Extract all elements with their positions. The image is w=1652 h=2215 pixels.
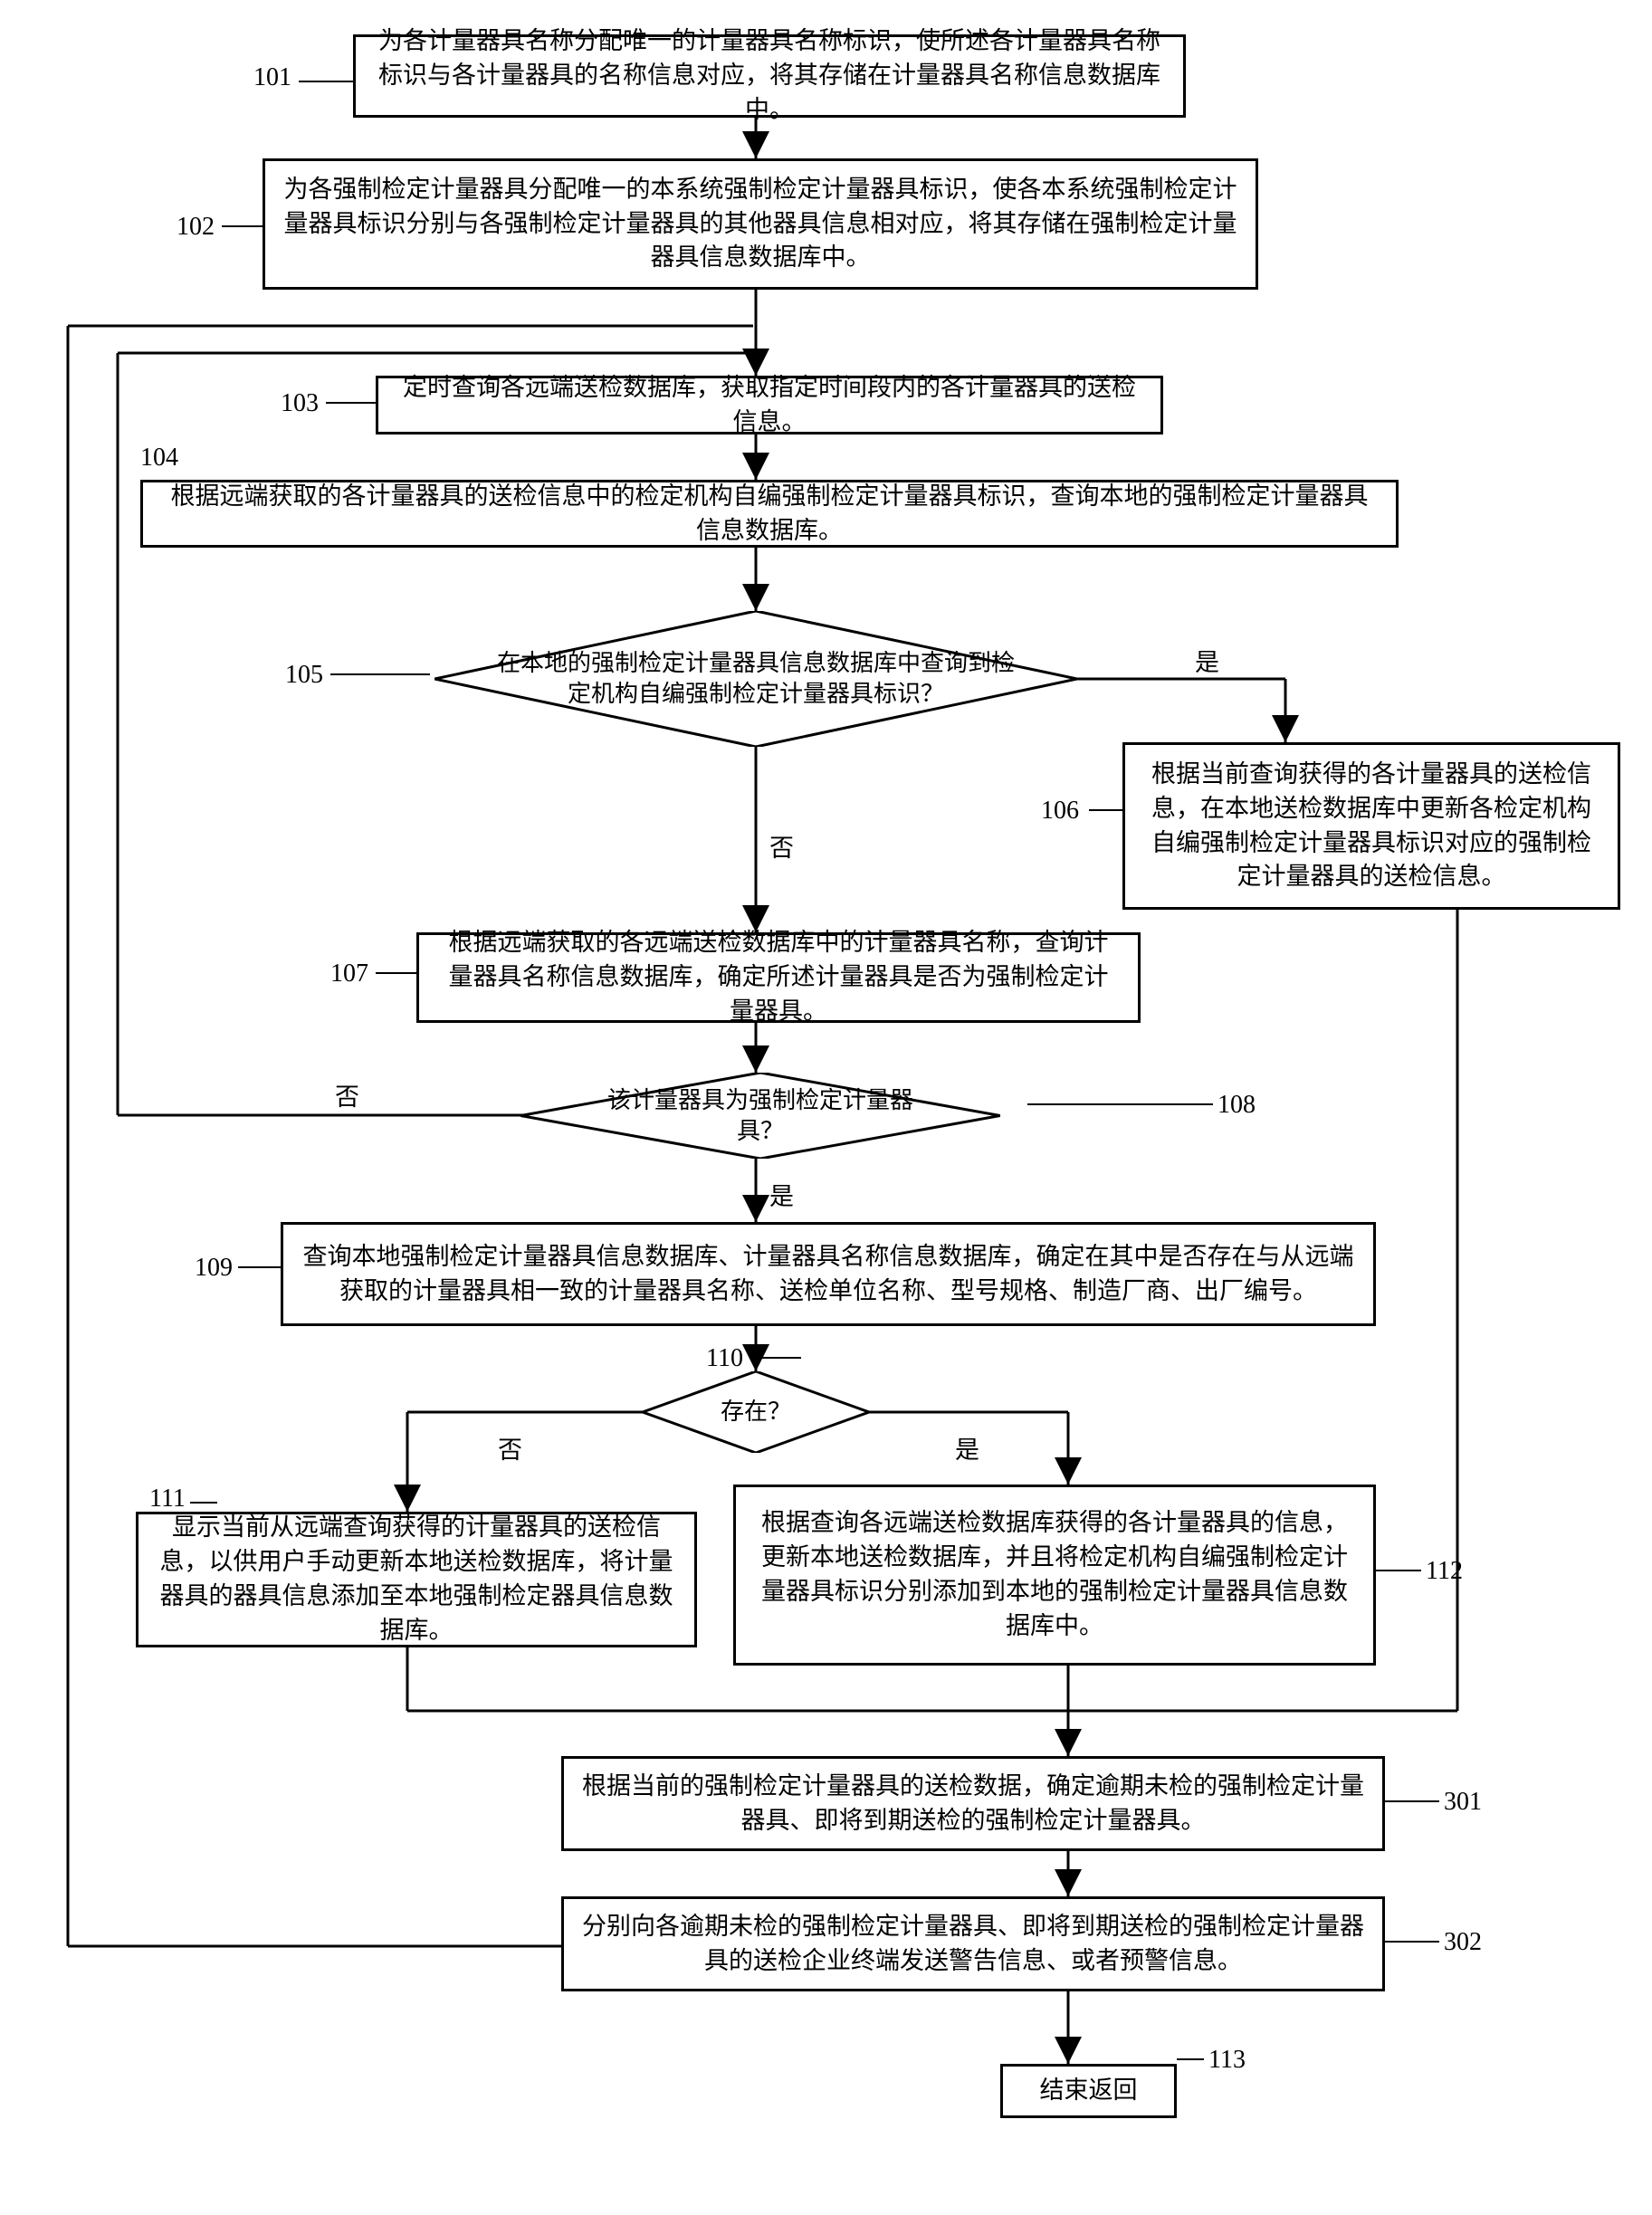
node-108: 该计量器具为强制检定计量器具？ [520,1073,1000,1159]
branch-108-yes: 是 [769,1177,794,1212]
label-104: 104 [140,444,178,473]
node-102-text: 为各强制检定计量器具分配唯一的本系统强制检定计量器具标识，使各本系统强制检定计量… [283,173,1237,275]
node-104-text: 根据远端获取的各计量器具的送检信息中的检定机构自编强制检定计量器具标识，查询本地… [161,480,1378,549]
node-108-text: 该计量器具为强制检定计量器具？ [520,1085,1000,1147]
label-102: 102 [177,213,215,242]
label-107: 107 [330,960,368,988]
node-111: 显示当前从远端查询获得的计量器具的送检信息，以供用户手动更新本地送检数据库，将计… [136,1512,697,1647]
label-110: 110 [706,1344,743,1373]
branch-110-yes: 是 [955,1430,979,1466]
node-104: 根据远端获取的各计量器具的送检信息中的检定机构自编强制检定计量器具标识，查询本地… [140,480,1399,548]
node-106-text: 根据当前查询获得的各计量器具的送检信息，在本地送检数据库中更新各检定机构自编强制… [1143,758,1599,894]
label-106: 106 [1041,797,1079,826]
node-109-text: 查询本地强制检定计量器具信息数据库、计量器具名称信息数据库，确定在其中是否存在与… [301,1240,1355,1309]
node-106: 根据当前查询获得的各计量器具的送检信息，在本地送检数据库中更新各检定机构自编强制… [1122,742,1620,910]
branch-110-no: 否 [498,1430,522,1466]
node-109: 查询本地强制检定计量器具信息数据库、计量器具名称信息数据库，确定在其中是否存在与… [281,1222,1376,1326]
branch-105-no: 否 [769,828,794,864]
node-112-text: 根据查询各远端送检数据库获得的各计量器具的信息，更新本地送检数据库，并且将检定机… [754,1506,1355,1643]
node-301: 根据当前的强制检定计量器具的送检数据，确定逾期未检的强制检定计量器具、即将到期送… [561,1756,1385,1851]
node-101-text: 为各计量器具名称分配唯一的计量器具名称标识，使所述各计量器具名称标识与各计量器具… [374,24,1165,127]
label-101: 101 [253,63,291,92]
node-107: 根据远端获取的各远端送检数据库中的计量器具名称，查询计量器具名称信息数据库，确定… [416,932,1141,1023]
label-112: 112 [1426,1557,1463,1586]
label-103: 103 [281,389,319,418]
node-105: 在本地的强制检定计量器具信息数据库中查询到检定机构自编强制检定计量器具标识？ [434,611,1077,747]
node-301-text: 根据当前的强制检定计量器具的送检数据，确定逾期未检的强制检定计量器具、即将到期送… [582,1770,1364,1838]
label-111: 111 [149,1485,186,1513]
branch-108-no: 否 [335,1077,359,1112]
node-103: 定时查询各远端送检数据库，获取指定时间段内的各计量器具的送检信息。 [376,376,1163,434]
label-302: 302 [1444,1928,1482,1957]
node-107-text: 根据远端获取的各远端送检数据库中的计量器具名称，查询计量器具名称信息数据库，确定… [437,926,1120,1028]
label-113: 113 [1208,2046,1246,2075]
node-112: 根据查询各远端送检数据库获得的各计量器具的信息，更新本地送检数据库，并且将检定机… [733,1485,1376,1666]
node-102: 为各强制检定计量器具分配唯一的本系统强制检定计量器具标识，使各本系统强制检定计量… [263,158,1258,290]
node-110-text: 存在？ [684,1397,827,1427]
flowchart-diagram: 为各计量器具名称分配唯一的计量器具名称标识，使所述各计量器具名称标识与各计量器具… [18,18,1634,2197]
node-103-text: 定时查询各远端送检数据库，获取指定时间段内的各计量器具的送检信息。 [396,371,1142,440]
label-105: 105 [285,661,323,690]
node-302-text: 分别向各逾期未检的强制检定计量器具、即将到期送检的强制检定计量器具的送检企业终端… [582,1910,1364,1979]
branch-105-yes: 是 [1195,643,1219,678]
node-110: 存在？ [643,1371,869,1453]
node-113-text: 结束返回 [1040,2074,1138,2108]
node-105-text: 在本地的强制检定计量器具信息数据库中查询到检定机构自编强制检定计量器具标识？ [434,648,1077,710]
node-302: 分别向各逾期未检的强制检定计量器具、即将到期送检的强制检定计量器具的送检企业终端… [561,1896,1385,1991]
label-301: 301 [1444,1788,1482,1817]
label-109: 109 [195,1254,233,1283]
node-111-text: 显示当前从远端查询获得的计量器具的送检信息，以供用户手动更新本地送检数据库，将计… [157,1511,676,1647]
node-101: 为各计量器具名称分配唯一的计量器具名称标识，使所述各计量器具名称标识与各计量器具… [353,34,1186,118]
node-113: 结束返回 [1000,2064,1177,2118]
label-108: 108 [1218,1091,1256,1120]
